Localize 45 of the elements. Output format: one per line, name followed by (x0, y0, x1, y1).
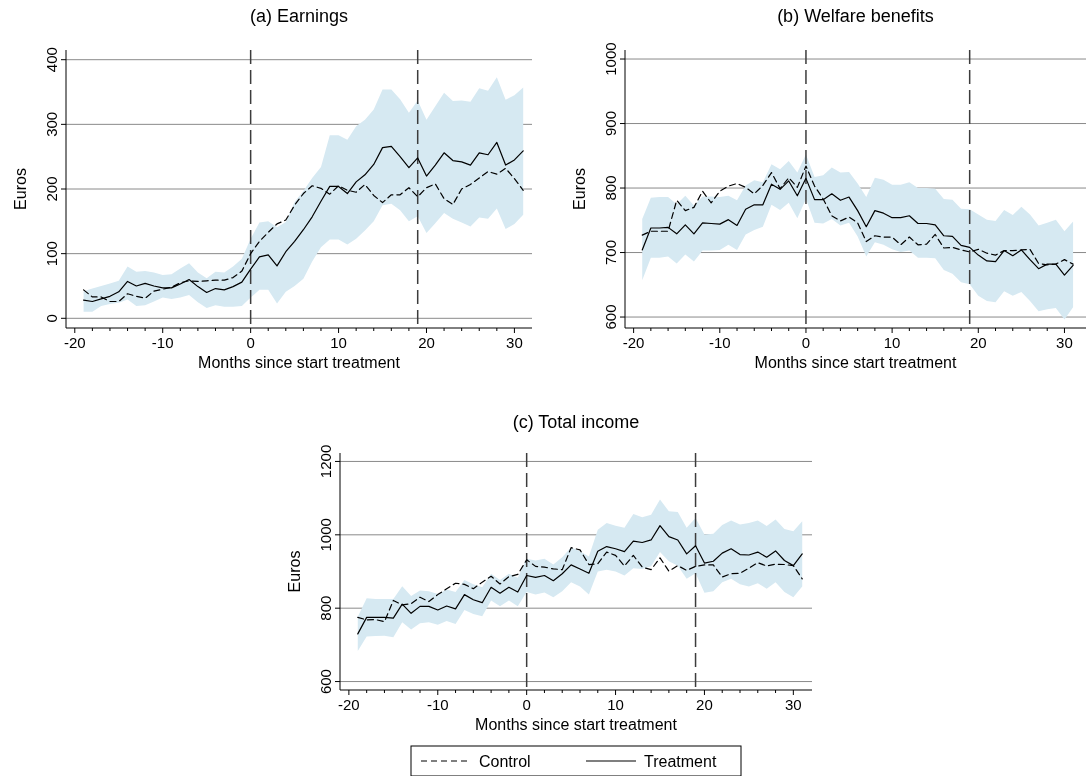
x-tick-label: -20 (622, 334, 645, 351)
legend-label: Treatment (644, 753, 717, 770)
y-axis-title: Euros (571, 168, 588, 210)
chart-title: (a) Earnings (249, 6, 349, 26)
x-tick-label: 30 (784, 696, 802, 713)
y-tick-label: 800 (602, 175, 619, 201)
chart-title: (c) Total income (512, 412, 640, 432)
x-tick-label: -10 (151, 334, 174, 351)
x-tick-label: 20 (418, 334, 435, 351)
y-axis-title: Euros (286, 550, 303, 593)
y-axis-title: Euros (12, 168, 29, 210)
x-tick-label: 20 (969, 334, 987, 351)
x-tick-label: 10 (883, 334, 901, 351)
x-tick-label: 0 (522, 696, 531, 713)
x-tick-label: 0 (801, 334, 811, 351)
y-tick-label: 800 (317, 595, 334, 621)
y-tick-label: 200 (43, 176, 60, 202)
x-tick-label: 30 (506, 334, 523, 351)
chart-title: (b) Welfare benefits (777, 6, 934, 26)
y-tick-label: 900 (602, 111, 619, 137)
x-tick-label: -10 (708, 334, 731, 351)
x-tick-label: 10 (607, 696, 624, 713)
y-tick-label: 1000 (317, 518, 334, 552)
legend-label: Control (479, 753, 531, 770)
y-tick-label: 1000 (602, 42, 619, 76)
x-tick-label: -20 (338, 696, 360, 713)
x-axis-title: Months since start treatment (198, 354, 401, 371)
x-tick-label: 30 (1056, 334, 1073, 351)
x-tick-label: -10 (426, 696, 449, 713)
y-tick-label: 0 (43, 314, 60, 323)
x-tick-label: 0 (246, 334, 255, 351)
x-tick-label: 10 (330, 334, 347, 351)
line-series (357, 525, 803, 635)
y-tick-label: 700 (602, 240, 619, 266)
x-axis-title: Months since start treatment (475, 716, 678, 733)
y-tick-label: 100 (43, 241, 60, 267)
x-tick-label: 20 (696, 696, 713, 713)
y-tick-label: 400 (43, 47, 60, 73)
line-series (82, 141, 524, 303)
x-axis-title: Months since start treatment (754, 354, 957, 371)
y-tick-label: 600 (602, 304, 619, 330)
x-tick-label: -20 (63, 334, 86, 351)
y-tick-label: 600 (317, 669, 334, 695)
y-tick-label: 300 (43, 111, 60, 137)
y-tick-label: 1200 (317, 444, 334, 479)
